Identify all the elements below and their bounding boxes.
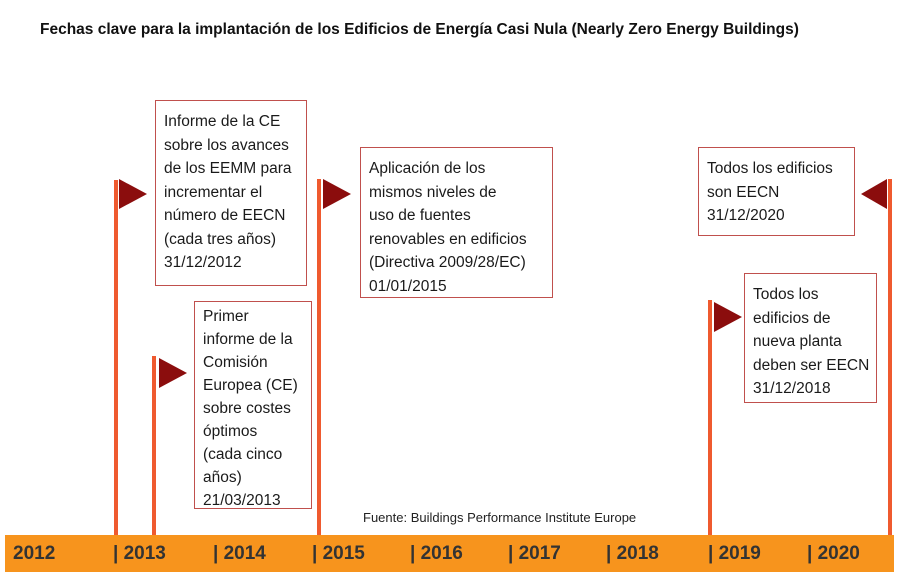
axis-label-2020: | 2020 [807, 543, 860, 564]
flag-2020 [861, 179, 887, 209]
flag-2015 [323, 179, 351, 209]
flag-2019 [714, 302, 742, 332]
pole-2015 [317, 179, 321, 535]
axis-label-2019: | 2019 [708, 543, 761, 564]
flag-2012 [119, 179, 147, 209]
milestone-box-2015: Aplicación de los mismos niveles de uso … [360, 147, 553, 298]
milestone-box-2018: Todos los edificios de nueva planta debe… [744, 273, 877, 403]
axis-label-2015: | 2015 [312, 543, 365, 564]
pole-2012 [114, 180, 118, 535]
source-note: Fuente: Buildings Performance Institute … [363, 510, 637, 525]
milestone-box-2012: Informe de la CE sobre los avances de lo… [155, 100, 307, 286]
flag-2013 [159, 358, 187, 388]
timeline-axis: 2012 | 2013 | 2014 | 2015 | 2016 | 2017 … [5, 535, 894, 572]
axis-label-2018: | 2018 [606, 543, 659, 564]
diagram-title: Fechas clave para la implantación de los… [40, 21, 799, 38]
axis-label-2017: | 2017 [508, 543, 561, 564]
axis-label-2012: 2012 [13, 543, 56, 564]
pole-2020 [888, 179, 892, 535]
axis-label-2014: | 2014 [213, 543, 266, 564]
milestone-box-2013: Primer informe de la Comisión Europea (C… [194, 301, 312, 509]
axis-label-2016: | 2016 [410, 543, 463, 564]
axis-label-2013: | 2013 [113, 543, 166, 564]
pole-2013 [152, 356, 156, 535]
pole-2019 [708, 300, 712, 535]
milestone-box-2020: Todos los edificios son EECN 31/12/2020 [698, 147, 855, 236]
